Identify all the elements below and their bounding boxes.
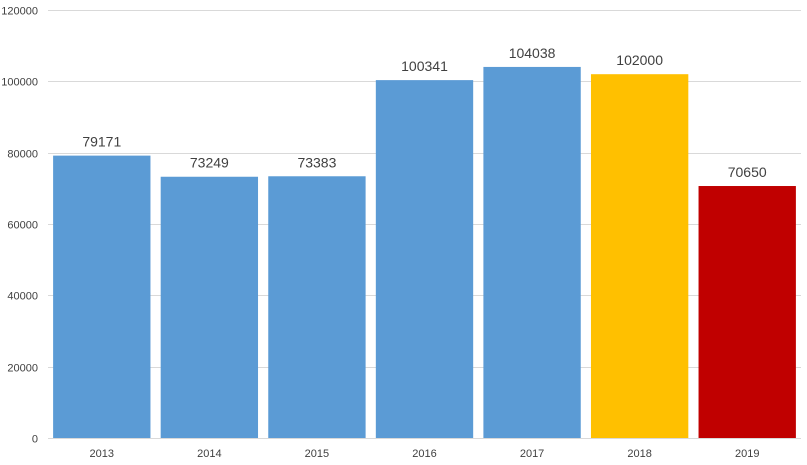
y-tick-label: 80000 <box>7 149 38 161</box>
x-tick-label: 2013 <box>90 448 114 460</box>
data-label-2018: 102000 <box>616 52 663 68</box>
x-tick-label: 2016 <box>412 448 436 460</box>
data-label-2015: 73383 <box>297 154 336 170</box>
x-axis-tick-labels: 2013 2014 2015 2016 2017 2018 2019 <box>90 448 760 460</box>
bar-2016 <box>375 80 474 439</box>
y-tick-label: 0 <box>32 434 38 446</box>
y-tick-label: 120000 <box>1 6 38 18</box>
y-tick-label: 100000 <box>1 77 38 89</box>
bar-2014 <box>160 176 259 438</box>
bar-2013 <box>53 155 151 439</box>
data-labels: 79171 73249 73383 100341 104038 102000 70650 <box>82 45 767 180</box>
x-tick-label: 2017 <box>520 448 544 460</box>
y-tick-label: 40000 <box>7 291 38 303</box>
bars <box>53 66 796 439</box>
data-label-2013: 79171 <box>82 134 121 150</box>
data-label-2017: 104038 <box>509 45 556 61</box>
data-label-2019: 70650 <box>728 164 767 180</box>
x-tick-label: 2015 <box>305 448 329 460</box>
data-label-2016: 100341 <box>401 58 448 74</box>
y-axis-tick-labels: 0 20000 40000 60000 80000 100000 120000 <box>1 6 38 446</box>
x-tick-label: 2018 <box>627 448 651 460</box>
bar-2019 <box>698 186 796 438</box>
x-tick-label: 2014 <box>197 448 221 460</box>
y-tick-label: 20000 <box>7 363 38 375</box>
bar-2015 <box>268 176 366 438</box>
bar-2017 <box>483 66 581 438</box>
bar-2018 <box>590 74 689 438</box>
data-label-2014: 73249 <box>190 155 229 171</box>
y-tick-label: 60000 <box>7 220 38 232</box>
x-tick-label: 2019 <box>735 448 759 460</box>
